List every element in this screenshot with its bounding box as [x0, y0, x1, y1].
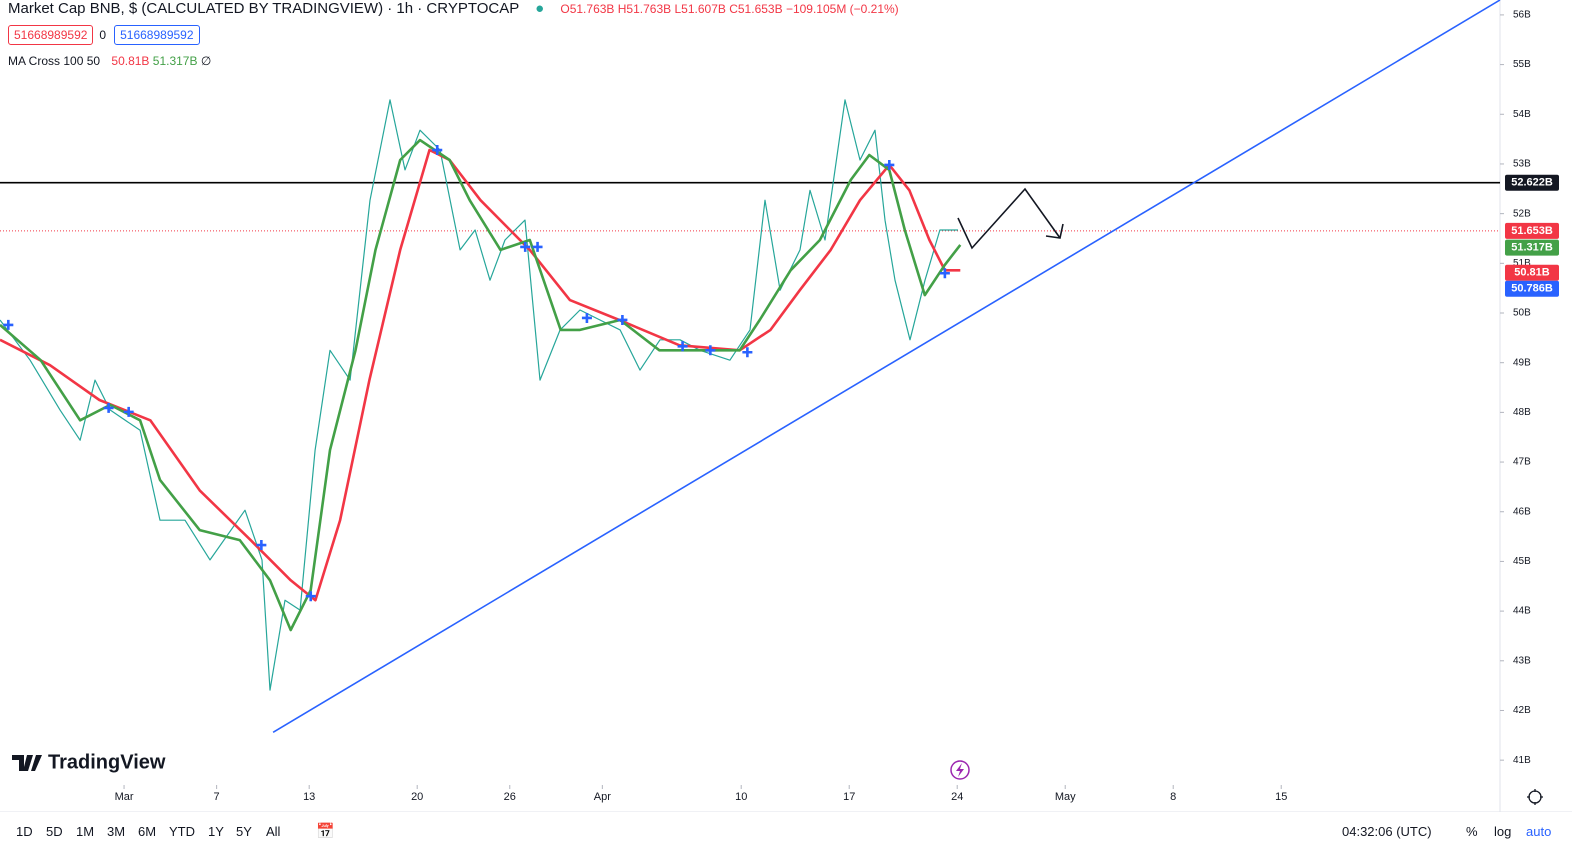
range-button[interactable]: 1D: [16, 824, 33, 839]
series-line: [0, 138, 962, 632]
cross-marker: [677, 341, 688, 352]
settings-icon[interactable]: [1527, 789, 1543, 805]
price-badge: [1505, 239, 1559, 256]
event-icon[interactable]: [950, 760, 970, 780]
buy-box[interactable]: 51668989592: [114, 25, 200, 45]
y-tick-label: 52B: [1513, 208, 1531, 219]
percent-toggle[interactable]: %: [1466, 824, 1478, 839]
y-tick-label: 43B: [1513, 655, 1531, 666]
cross-marker: [123, 406, 134, 417]
y-tick-label: 54B: [1513, 109, 1531, 120]
x-tick-label: Mar: [115, 791, 134, 803]
series-line: [0, 99, 958, 691]
ohlc-open: O51.763B: [560, 2, 615, 16]
x-tick-label: Apr: [594, 791, 611, 803]
ohlc-high: H51.763B: [617, 2, 672, 16]
indicator-value: ∅: [200, 54, 212, 68]
y-tick-label: 48B: [1513, 407, 1531, 418]
clock: 04:32:06 (UTC): [1342, 824, 1432, 839]
date-range-icon[interactable]: 📅: [316, 823, 335, 840]
price-badge: [1505, 280, 1559, 297]
price-badge-label: 51.317B: [1511, 241, 1553, 253]
x-tick-label: 7: [214, 791, 220, 803]
y-tick-label: 56B: [1513, 10, 1531, 21]
range-button[interactable]: 5D: [46, 824, 63, 839]
x-tick-label: 10: [735, 791, 747, 803]
cross-marker: [432, 145, 443, 156]
title: Market Cap BNB, $ (CALCULATED BY TRADING…: [8, 0, 519, 17]
y-tick-label: 46B: [1513, 506, 1531, 517]
logo-text: TradingView: [48, 751, 166, 773]
ohlc-close: C51.653B: [729, 2, 783, 16]
cross-marker: [305, 591, 316, 602]
cross-marker: [520, 241, 531, 252]
event-icon-bolt: [956, 763, 964, 777]
x-tick-label: 13: [303, 791, 315, 803]
price-badge-label: 50.81B: [1514, 267, 1550, 279]
range-button[interactable]: 1Y: [208, 824, 224, 839]
ohlc-change: −109.105M (−0.21%): [785, 2, 899, 16]
y-tick-label: 45B: [1513, 556, 1531, 567]
y-tick-label: 50B: [1513, 308, 1531, 319]
x-tick-label: 24: [951, 791, 963, 803]
trendline: [272, 0, 1501, 733]
y-tick-label: 47B: [1513, 457, 1531, 468]
y-tick-label: 53B: [1513, 159, 1531, 170]
cross-marker: [103, 402, 114, 413]
range-button[interactable]: 1M: [76, 824, 95, 839]
indicator-value: 51.317B: [152, 54, 198, 68]
plot: 56B 55B 54B 53B 52B 51B 50B 49B 48B 47B 46B 45B 44B 4…: [0, 0, 1559, 803]
cross-marker: [742, 347, 753, 358]
cross-marker: [884, 159, 895, 170]
price-badge: [1505, 264, 1559, 281]
indicator-value: 50.81B: [111, 54, 150, 68]
cross-marker: [532, 241, 543, 252]
x-tick-label: 8: [1170, 791, 1176, 803]
cross-marker: [939, 268, 950, 279]
cross-marker: [256, 540, 267, 551]
cross-marker: [617, 314, 628, 325]
sell-box[interactable]: 51668989592: [8, 25, 94, 45]
chart: 56B 55B 54B 53B 52B 51B 50B 49B 48B 47B 46B 45B 44B 4…: [0, 0, 1572, 812]
spread: 0: [99, 28, 107, 42]
ohlc-low: L51.607B: [674, 2, 726, 16]
price-badge-label: 51.653B: [1511, 225, 1553, 237]
price-badge-label: 50.786B: [1511, 283, 1553, 295]
legend: Market Cap BNB, $ (CALCULATED BY TRADING…: [8, 0, 899, 70]
range-button[interactable]: All: [266, 824, 281, 839]
y-tick-label: 41B: [1513, 755, 1531, 766]
cross-marker: [3, 319, 14, 330]
y-tick-label: 51B: [1513, 258, 1531, 269]
price-badge-label: 52.622B: [1511, 177, 1553, 189]
price-badge: [1505, 174, 1559, 191]
range-button[interactable]: 6M: [138, 824, 157, 839]
x-tick-label: 17: [843, 791, 855, 803]
y-tick-label: 44B: [1513, 606, 1531, 617]
toolbar: 1D 5D 1M 3M 6M YTD 1Y 5Y All 📅 04:32:06 (UTC) % …: [0, 813, 1572, 851]
x-tick-label: 15: [1275, 791, 1287, 803]
cross-marker: [705, 345, 716, 356]
range-button[interactable]: YTD: [169, 824, 195, 839]
x-tick-label: 20: [411, 791, 423, 803]
y-tick-label: 55B: [1513, 59, 1531, 70]
indicator-name: MA Cross 100 50: [8, 54, 101, 68]
ohlc: O51.763B H51.763B L51.607B C51.653B −109…: [560, 2, 898, 16]
x-tick-label: May: [1055, 791, 1076, 803]
range-button[interactable]: 5Y: [236, 824, 252, 839]
log-toggle[interactable]: log: [1494, 824, 1512, 839]
logo: TradingView: [12, 751, 166, 773]
series-line: [0, 148, 961, 602]
y-tick-label: 42B: [1513, 705, 1531, 716]
status-dot: ●: [535, 0, 545, 17]
range-button[interactable]: 3M: [107, 824, 126, 839]
x-tick-label: 26: [504, 791, 516, 803]
y-tick-label: 49B: [1513, 357, 1531, 368]
cross-marker: [581, 312, 592, 323]
projection: [957, 187, 1061, 250]
price-badge: [1505, 222, 1559, 239]
projection-arrowhead: [1045, 223, 1064, 239]
auto-toggle[interactable]: auto: [1526, 824, 1552, 839]
